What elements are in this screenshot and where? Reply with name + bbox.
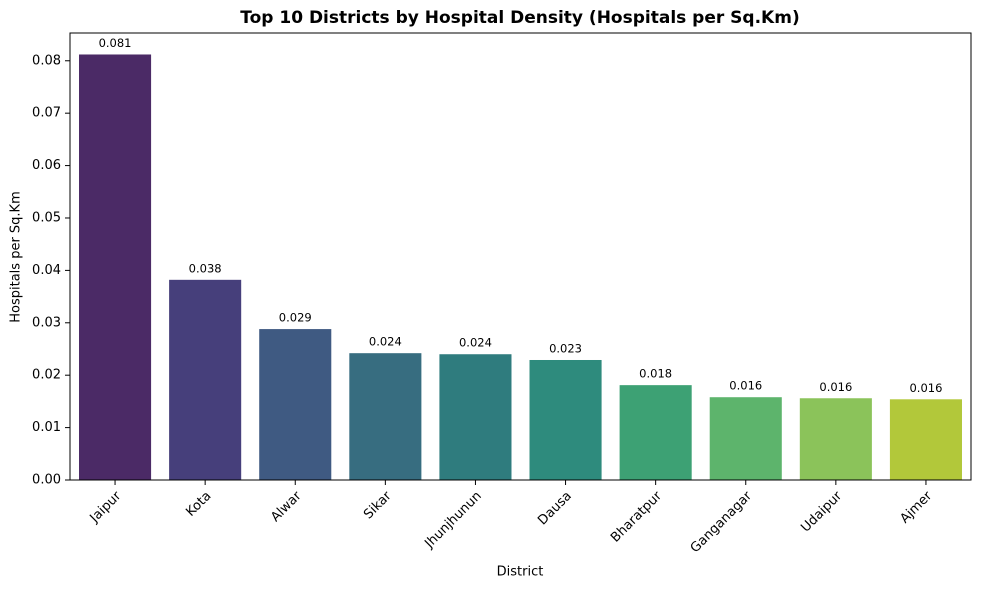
bar (799, 398, 872, 480)
x-tick-label: Bharatpur (608, 488, 665, 545)
x-tick-label: Ganganagar (688, 488, 756, 556)
value-label: 0.029 (279, 311, 312, 325)
x-tick-label: Ajmer (897, 488, 935, 526)
bar (709, 397, 782, 480)
value-label: 0.024 (459, 336, 492, 350)
value-label: 0.024 (369, 335, 402, 349)
x-tick-label: Jaipur (87, 488, 125, 526)
x-tick-label: Jhunjhunun (422, 489, 485, 552)
y-tick-label: 0.05 (32, 210, 61, 225)
chart-title: Top 10 Districts by Hospital Density (Ho… (240, 8, 799, 28)
x-tick-label: Dausa (535, 489, 575, 529)
y-tick-label: 0.08 (32, 53, 61, 68)
y-tick-label: 0.02 (32, 368, 61, 383)
bar (349, 353, 422, 480)
y-tick-label: 0.06 (32, 158, 61, 173)
y-tick-label: 0.01 (32, 420, 61, 435)
value-label: 0.023 (549, 341, 582, 355)
bar (889, 399, 962, 480)
x-axis-label: District (497, 565, 544, 580)
value-label: 0.016 (729, 379, 762, 393)
y-tick-label: 0.00 (32, 473, 61, 488)
plot-frame (69, 32, 972, 481)
bar (619, 385, 692, 480)
y-tick-label: 0.07 (32, 106, 61, 121)
x-tick-label: Udaipur (798, 488, 845, 535)
bar (169, 279, 242, 480)
bar (529, 359, 602, 480)
x-tick-label: Sikar (361, 488, 395, 522)
value-label: 0.038 (189, 261, 222, 275)
bar (259, 329, 332, 480)
bar (439, 354, 512, 480)
y-tick-label: 0.03 (32, 315, 61, 330)
x-tick-label: Alwar (268, 488, 305, 525)
value-label: 0.016 (819, 380, 852, 394)
x-tick-label: Kota (183, 489, 214, 520)
bar (79, 54, 152, 480)
value-label: 0.081 (99, 36, 132, 50)
value-label: 0.016 (909, 381, 942, 395)
y-tick-label: 0.04 (32, 263, 61, 278)
y-axis-label: Hospitals per Sq.Km (9, 191, 24, 323)
value-label: 0.018 (639, 367, 672, 381)
